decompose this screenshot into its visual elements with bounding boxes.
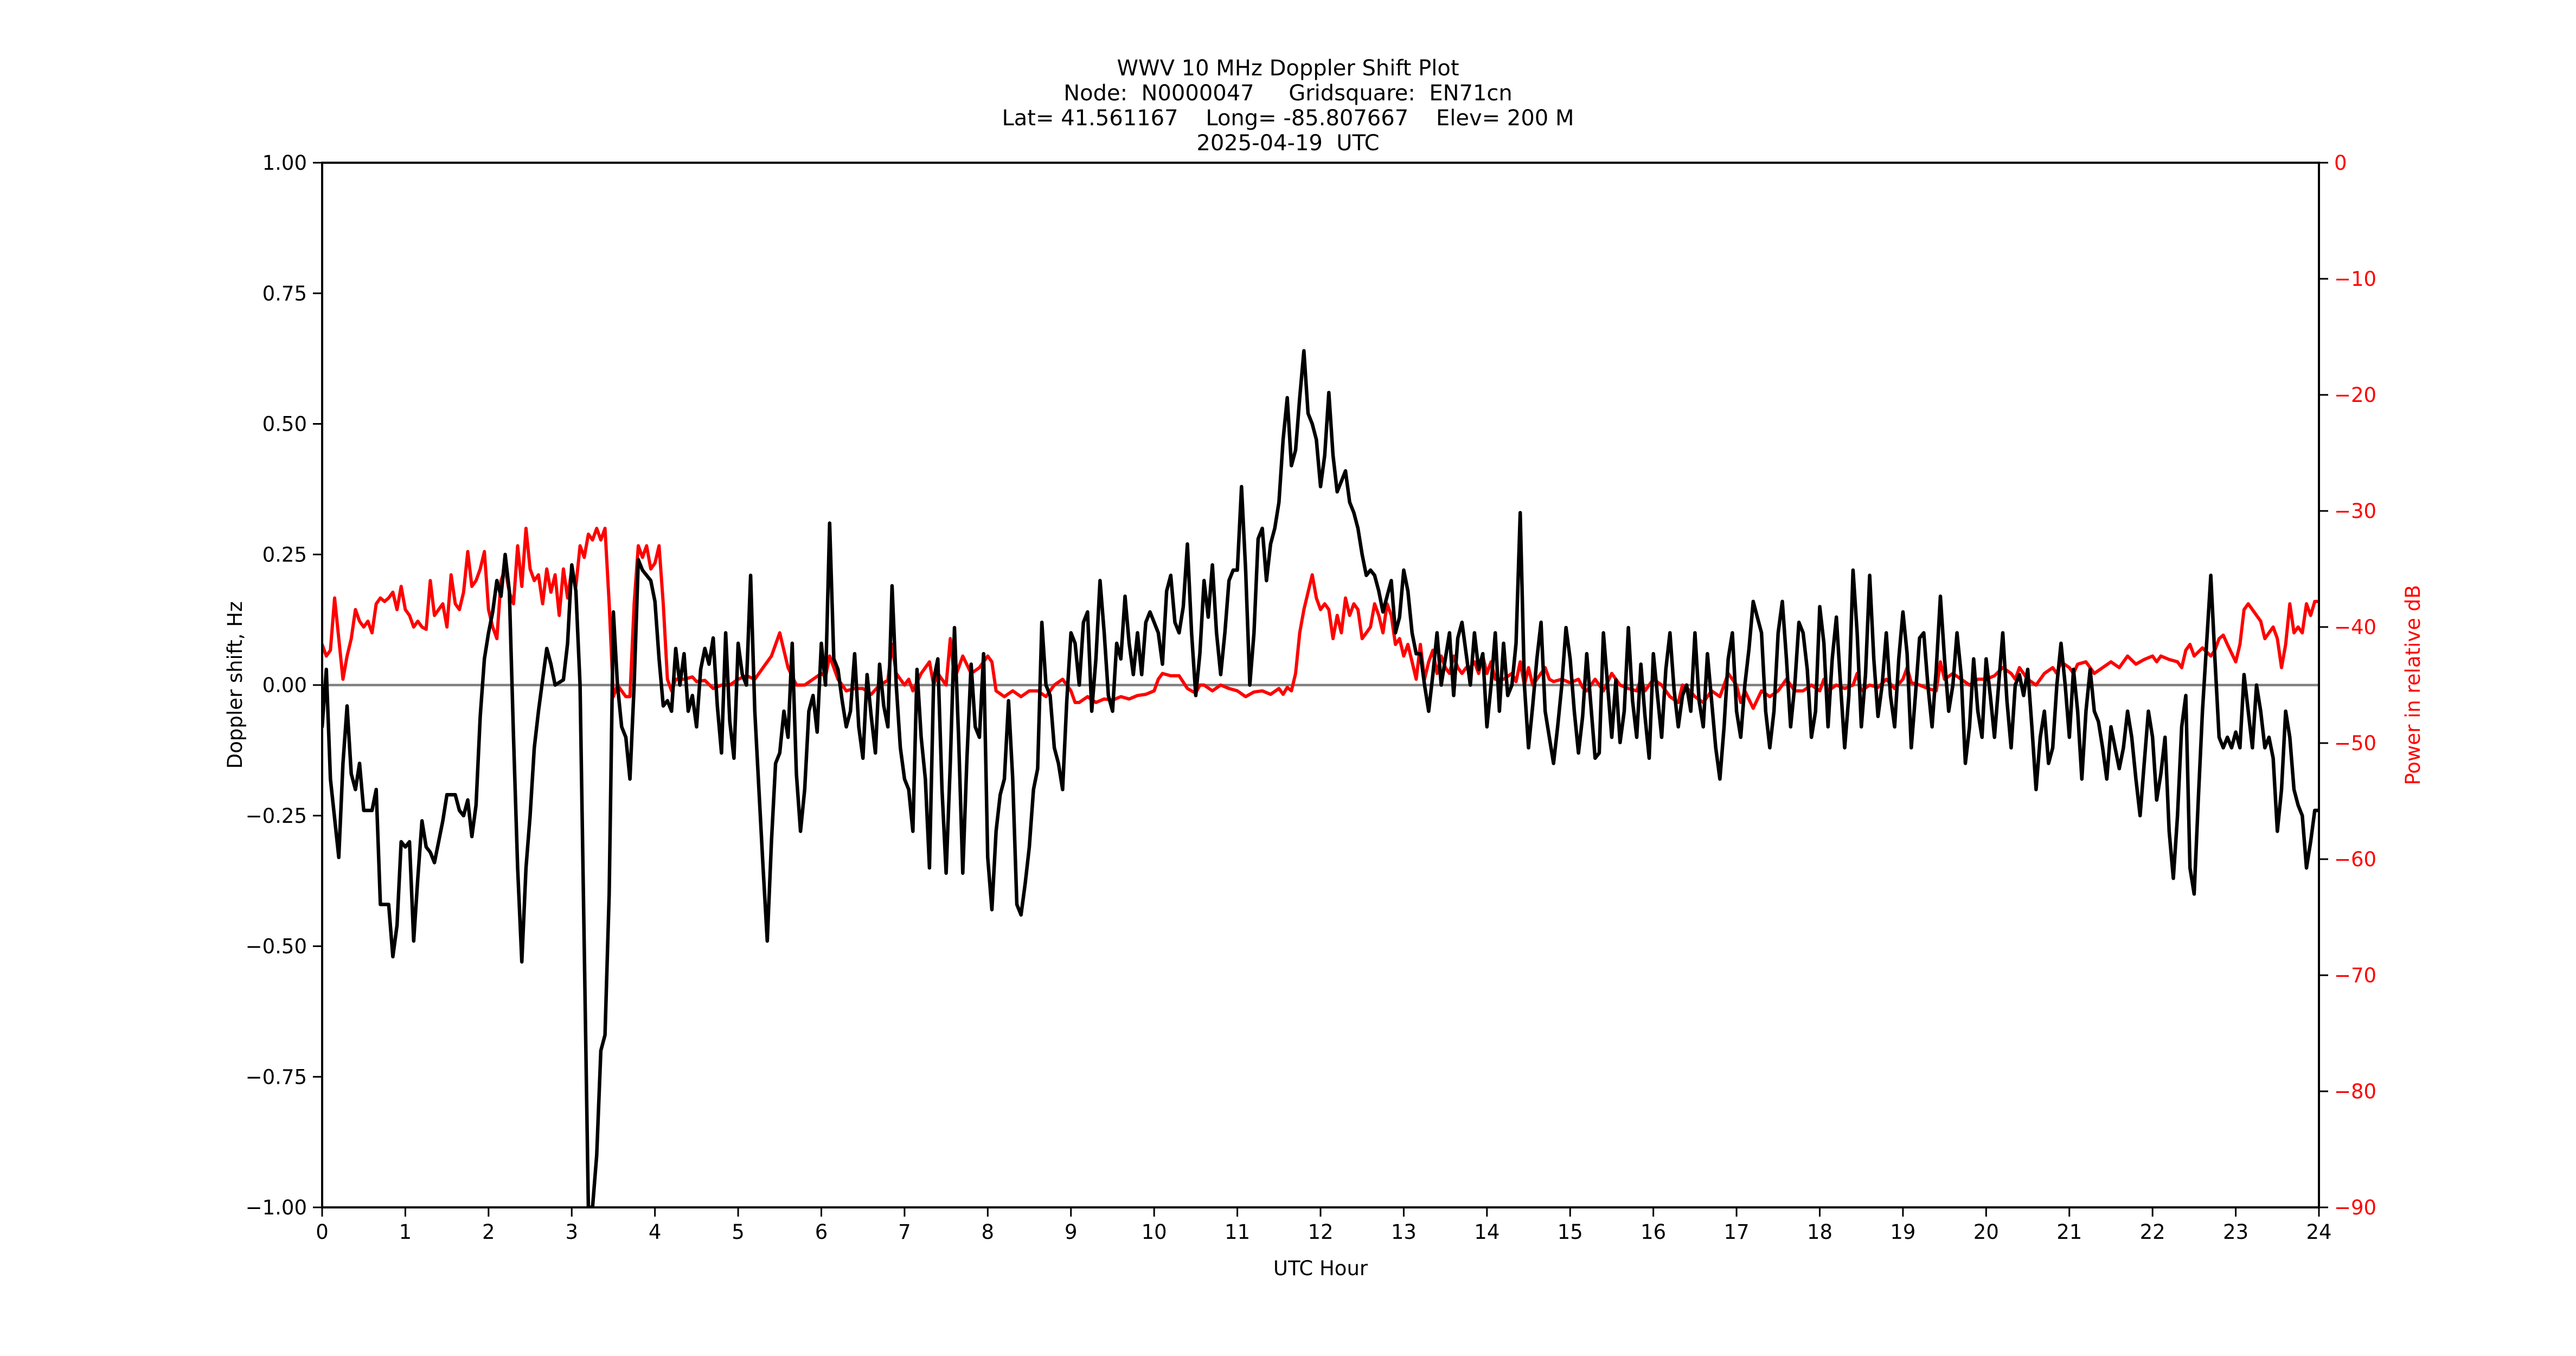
x-tick-label: 7 — [898, 1220, 911, 1244]
y-axis-left-label: Doppler shift, Hz — [223, 602, 247, 769]
x-tick-label: 23 — [2223, 1220, 2248, 1244]
y-tick-label: 0.75 — [262, 282, 307, 305]
y2-tick-label: −50 — [2334, 732, 2376, 755]
y-tick-label: −1.00 — [246, 1196, 307, 1219]
x-tick-label: 14 — [1474, 1220, 1500, 1244]
y2-tick-label: −10 — [2334, 267, 2376, 291]
y-axis-right-ticks: 0 −10 −20 −30 −40 −50 −60 −70 −80 −90 — [2319, 151, 2376, 1219]
x-tick-label: 2 — [482, 1220, 495, 1244]
x-axis-ticks: 0 1 2 3 4 5 6 7 8 9 10 11 12 13 14 15 16 17 18 19 20 21 22 23 24 — [316, 1207, 2332, 1244]
power-line — [322, 527, 2319, 710]
x-tick-label: 4 — [649, 1220, 662, 1244]
doppler-line — [322, 349, 2319, 1207]
y2-tick-label: −80 — [2334, 1080, 2376, 1103]
x-tick-label: 10 — [1142, 1220, 1167, 1244]
x-axis-label: UTC Hour — [1273, 1257, 1368, 1280]
x-tick-label: 13 — [1391, 1220, 1417, 1244]
x-tick-label: 19 — [1890, 1220, 1915, 1244]
x-tick-label: 18 — [1807, 1220, 1832, 1244]
y-tick-label: 0.00 — [262, 674, 307, 697]
y-tick-label: −0.50 — [246, 935, 307, 958]
y2-tick-label: −70 — [2334, 964, 2376, 987]
y2-tick-label: −90 — [2334, 1196, 2376, 1219]
x-tick-label: 15 — [1558, 1220, 1583, 1244]
chart-subtitle-node: Node: N0000047 Gridsquare: EN71cn — [1063, 81, 1513, 106]
x-tick-label: 22 — [2140, 1220, 2165, 1244]
x-tick-label: 16 — [1641, 1220, 1666, 1244]
x-tick-label: 11 — [1225, 1220, 1250, 1244]
x-tick-label: 12 — [1308, 1220, 1333, 1244]
chart-title: WWV 10 MHz Doppler Shift Plot — [1117, 56, 1459, 81]
x-tick-label: 21 — [2056, 1220, 2082, 1244]
y-tick-label: 1.00 — [262, 151, 307, 175]
y-tick-label: −0.75 — [246, 1065, 307, 1089]
chart-subtitle-location: Lat= 41.561167 Long= -85.807667 Elev= 20… — [1002, 106, 1574, 131]
y2-tick-label: −40 — [2334, 616, 2376, 639]
y2-tick-label: 0 — [2334, 151, 2347, 175]
y2-tick-label: −20 — [2334, 383, 2376, 407]
x-tick-label: 24 — [2306, 1220, 2331, 1244]
chart-subtitle-date: 2025-04-19 UTC — [1196, 131, 1380, 156]
y-tick-label: 0.25 — [262, 543, 307, 566]
y-axis-right-label: Power in relative dB — [2401, 585, 2425, 785]
y2-tick-label: −60 — [2334, 848, 2376, 871]
y-tick-label: −0.25 — [246, 804, 307, 828]
x-tick-label: 6 — [815, 1220, 828, 1244]
power-series-line — [322, 527, 2319, 710]
x-tick-label: 1 — [399, 1220, 412, 1244]
x-tick-label: 20 — [1973, 1220, 1999, 1244]
doppler-series-line — [322, 349, 2319, 1207]
y-tick-label: 0.50 — [262, 413, 307, 436]
y-axis-left-ticks: 1.00 0.75 0.50 0.25 0.00 −0.25 −0.50 −0.75 −1.00 — [246, 151, 322, 1219]
x-tick-label: 9 — [1065, 1220, 1078, 1244]
y2-tick-label: −30 — [2334, 500, 2376, 523]
x-tick-label: 17 — [1724, 1220, 1750, 1244]
x-tick-label: 8 — [982, 1220, 995, 1244]
x-tick-label: 0 — [316, 1220, 329, 1244]
x-tick-label: 3 — [565, 1220, 578, 1244]
x-tick-label: 5 — [732, 1220, 745, 1244]
